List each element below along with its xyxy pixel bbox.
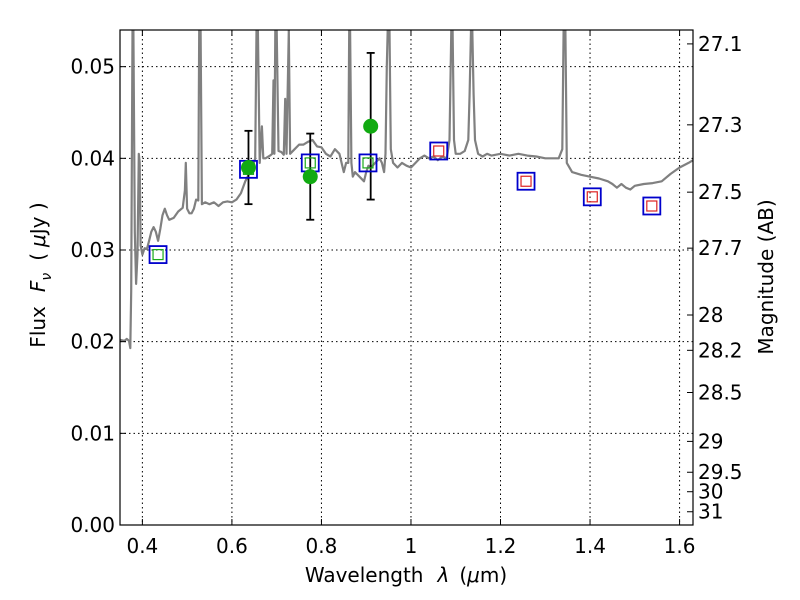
- x-tick-label: 1: [405, 534, 418, 558]
- model-point-outer: [148, 245, 168, 264]
- mag-tick-label: 28: [698, 303, 723, 327]
- x-tick-label: 0.8: [306, 534, 338, 558]
- mag-tick-label: 28.5: [698, 380, 743, 404]
- observed-point: [240, 160, 256, 175]
- observed-point: [302, 169, 318, 185]
- spectrum-series: [120, 30, 693, 350]
- model-point-inner: [586, 191, 598, 203]
- model-point-inner: [646, 200, 658, 212]
- x-tick-label: 1.4: [574, 534, 606, 558]
- mag-tick-label: 27.7: [698, 236, 743, 260]
- model-point-inner: [304, 157, 316, 169]
- model-point-inner: [152, 248, 164, 261]
- magnitude-axis-label: Magnitude (AB): [754, 199, 778, 354]
- model-point-outer: [516, 171, 536, 191]
- y-tick-label: 0.03: [70, 238, 115, 262]
- mag-tick-label: 29.5: [698, 460, 743, 484]
- y-tick-label: 0.01: [70, 421, 115, 445]
- y-tick-label: 0.00: [70, 513, 115, 537]
- mag-tick-label: 27.5: [698, 180, 743, 204]
- error-bars: [244, 52, 375, 221]
- mag-tick-label: 27.3: [698, 113, 743, 137]
- mag-tick-label: 28.2: [698, 338, 743, 362]
- plot-frame: [119, 29, 694, 526]
- model-point-outer: [642, 196, 662, 216]
- x-axis-label: Wavelength λ (μm): [305, 563, 507, 587]
- y-tick-label: 0.04: [70, 146, 115, 170]
- model-point-outer: [582, 187, 602, 207]
- model-point-inner: [362, 157, 374, 169]
- mag-tick-label: 31: [698, 500, 723, 524]
- model-point-outer: [358, 153, 378, 173]
- model-photometry-series: [148, 141, 662, 264]
- y-axis-label: FluxFν(μJy ): [26, 202, 55, 347]
- y-axis-ticks: 0.00 0.01 0.02 0.03 0.04 0.05: [70, 55, 126, 537]
- x-tick-label: 0.6: [216, 534, 248, 558]
- y-tick-label: 0.02: [70, 330, 115, 354]
- mag-tick-label: 30: [698, 480, 723, 504]
- model-point-outer: [429, 141, 449, 161]
- model-point-inner: [520, 175, 532, 187]
- x-tick-label: 1.2: [485, 534, 517, 558]
- observed-photometry-series: [240, 118, 379, 185]
- observed-point: [363, 118, 379, 134]
- x-tick-label: 0.4: [126, 534, 158, 558]
- model-point-inner: [433, 145, 445, 157]
- x-axis-ticks: 0.4 0.6 0.8 1 1.2 1.4 1.6: [126, 30, 695, 558]
- mag-tick-label: 27.1: [698, 32, 743, 56]
- mag-tick-label: 29: [698, 429, 723, 453]
- y-tick-label: 0.05: [70, 55, 115, 79]
- grid-lines: [120, 30, 693, 526]
- spectrum-line: [120, 30, 693, 350]
- x-tick-label: 1.6: [664, 534, 696, 558]
